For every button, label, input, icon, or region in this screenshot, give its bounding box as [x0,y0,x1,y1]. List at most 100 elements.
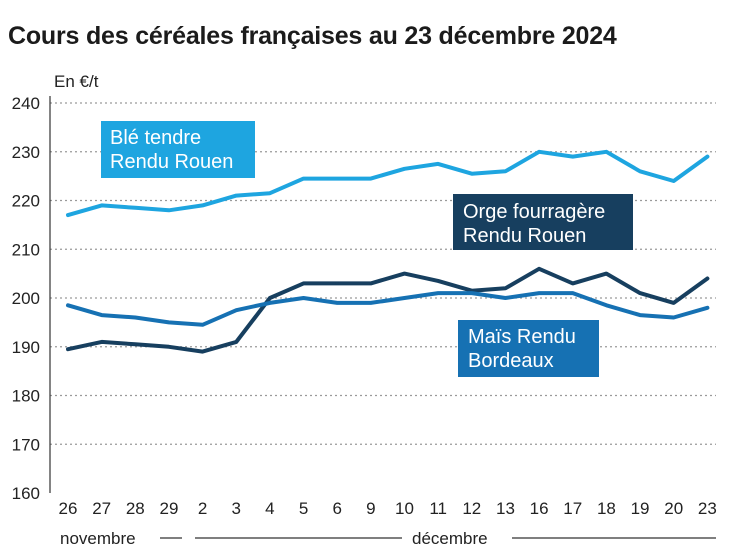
x-tick-label: 3 [232,499,241,518]
x-tick-label: 6 [332,499,341,518]
y-tick-label: 230 [12,143,40,162]
series-label-box [101,121,255,178]
series-label-box [453,194,633,250]
x-tick-label: 18 [597,499,616,518]
x-tick-label: 2 [198,499,207,518]
x-tick-label: 26 [59,499,78,518]
data-point [402,272,407,276]
x-tick-label: 20 [664,499,683,518]
y-tick-label: 190 [12,338,40,357]
data-point [234,194,238,198]
data-point [301,176,306,181]
data-point [301,281,306,285]
y-tick-label: 170 [12,435,40,454]
data-point [503,169,508,173]
data-point [234,340,238,344]
data-point [133,342,137,346]
data-point [369,281,373,285]
data-point [100,203,104,207]
y-tick-label: 210 [12,240,40,259]
data-point [268,301,272,305]
series-label-line: Maïs Rendu [468,326,576,348]
data-point [268,296,272,300]
series-line-2 [66,291,710,327]
x-tick-label: 23 [698,499,717,518]
x-tick-label: 17 [563,499,582,518]
data-point [402,167,407,171]
series-label-line: Bordeaux [468,350,554,372]
data-point [638,169,642,173]
data-point [436,291,440,295]
x-tick-label: 27 [92,499,111,518]
x-tick-label: 9 [366,499,375,518]
data-point [301,296,306,300]
data-point [201,350,205,354]
data-point [201,323,205,327]
x-tick-label: 12 [462,499,481,518]
month-label-decembre: décembre [412,529,488,548]
x-tick-label: 16 [530,499,549,518]
data-point [369,301,373,305]
data-point [66,347,70,351]
chart-title: Cours des céréales françaises au 23 déce… [8,22,617,50]
data-point [537,150,541,154]
data-point [571,155,575,159]
x-tick-label: 19 [631,499,650,518]
series-label-line: Orge fourragère [463,201,605,223]
data-point [537,267,541,271]
data-point [402,296,407,300]
x-tick-label: 29 [159,499,178,518]
data-point [705,155,709,159]
data-point [672,301,676,305]
data-point [672,315,676,320]
data-point [638,291,642,295]
data-point [167,208,171,212]
y-tick-label: 160 [12,484,40,503]
x-tick-label: 4 [265,499,274,518]
y-axis-label: En €/t [54,72,99,91]
series-label-line: Blé tendre [110,127,201,149]
data-point [705,306,709,310]
data-point [66,303,70,307]
data-point [167,345,171,349]
series-label-line: Rendu Rouen [110,151,233,173]
data-point [167,320,171,324]
data-point [604,150,609,154]
data-point [133,315,137,320]
data-point [335,176,339,181]
data-point [604,272,609,276]
data-point [335,301,339,305]
data-point [503,296,508,300]
x-tick-label: 5 [299,499,308,518]
x-tick-label: 13 [496,499,515,518]
data-point [470,172,474,176]
data-point [133,206,137,210]
data-point [100,313,104,317]
series-label-box [458,320,599,377]
data-point [571,291,575,295]
data-point [436,162,440,166]
data-point [537,291,541,295]
month-label-novembre: novembre [60,529,136,548]
data-point [335,281,339,285]
x-tick-label: 10 [395,499,414,518]
y-tick-label: 180 [12,387,40,406]
y-tick-label: 220 [12,192,40,211]
data-point [268,191,272,195]
y-tick-label: 240 [12,94,40,113]
series-line-0 [66,149,710,218]
data-point [470,291,474,295]
data-point [234,308,238,312]
data-point [436,279,440,283]
series-label-line: Rendu Rouen [463,225,586,247]
data-point [638,313,642,317]
data-point [100,340,104,344]
data-point [705,276,709,281]
data-point [672,179,676,183]
x-tick-label: 28 [126,499,145,518]
data-point [571,281,575,285]
